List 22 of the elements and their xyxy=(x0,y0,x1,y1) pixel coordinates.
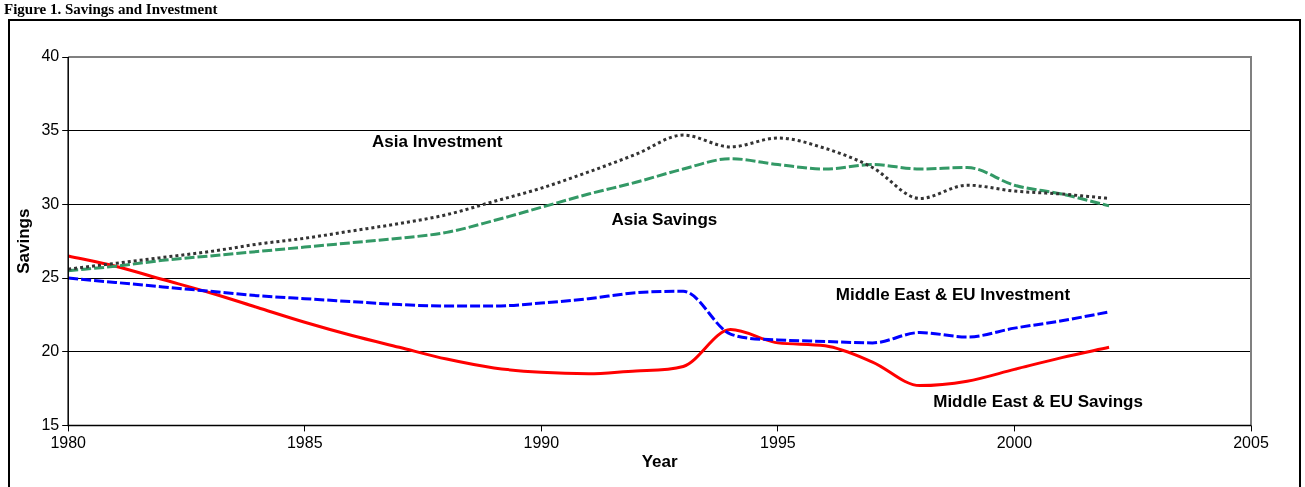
y-tick-label: 30 xyxy=(41,194,60,212)
y-axis-title: Savings xyxy=(13,208,33,274)
x-tick-label: 2000 xyxy=(996,434,1033,452)
x-tick-label: 1995 xyxy=(760,434,796,452)
x-axis-title: Year xyxy=(641,452,678,472)
y-tick-label: 15 xyxy=(41,415,60,433)
chart-title: Figure 1. Savings and Investment xyxy=(3,0,219,18)
series-label: Middle East & EU Investment xyxy=(835,285,1071,305)
line-series xyxy=(68,276,1111,345)
line-series xyxy=(68,157,1111,273)
y-tick-label: 20 xyxy=(41,342,60,360)
y-tick-label: 35 xyxy=(41,121,60,139)
x-tick-label: 2005 xyxy=(1233,434,1269,452)
line-series xyxy=(68,254,1111,388)
y-tick-label: 40 xyxy=(41,47,60,65)
x-tick-label: 1980 xyxy=(50,434,87,452)
text: Asia Investment xyxy=(372,132,503,152)
x-tick-label: 1990 xyxy=(523,434,560,452)
series-label: Asia Savings xyxy=(611,210,718,230)
y-tick-label: 25 xyxy=(41,268,60,286)
series-label: Middle East & EU Savings xyxy=(933,391,1143,411)
x-tick-label: 1985 xyxy=(286,434,323,452)
